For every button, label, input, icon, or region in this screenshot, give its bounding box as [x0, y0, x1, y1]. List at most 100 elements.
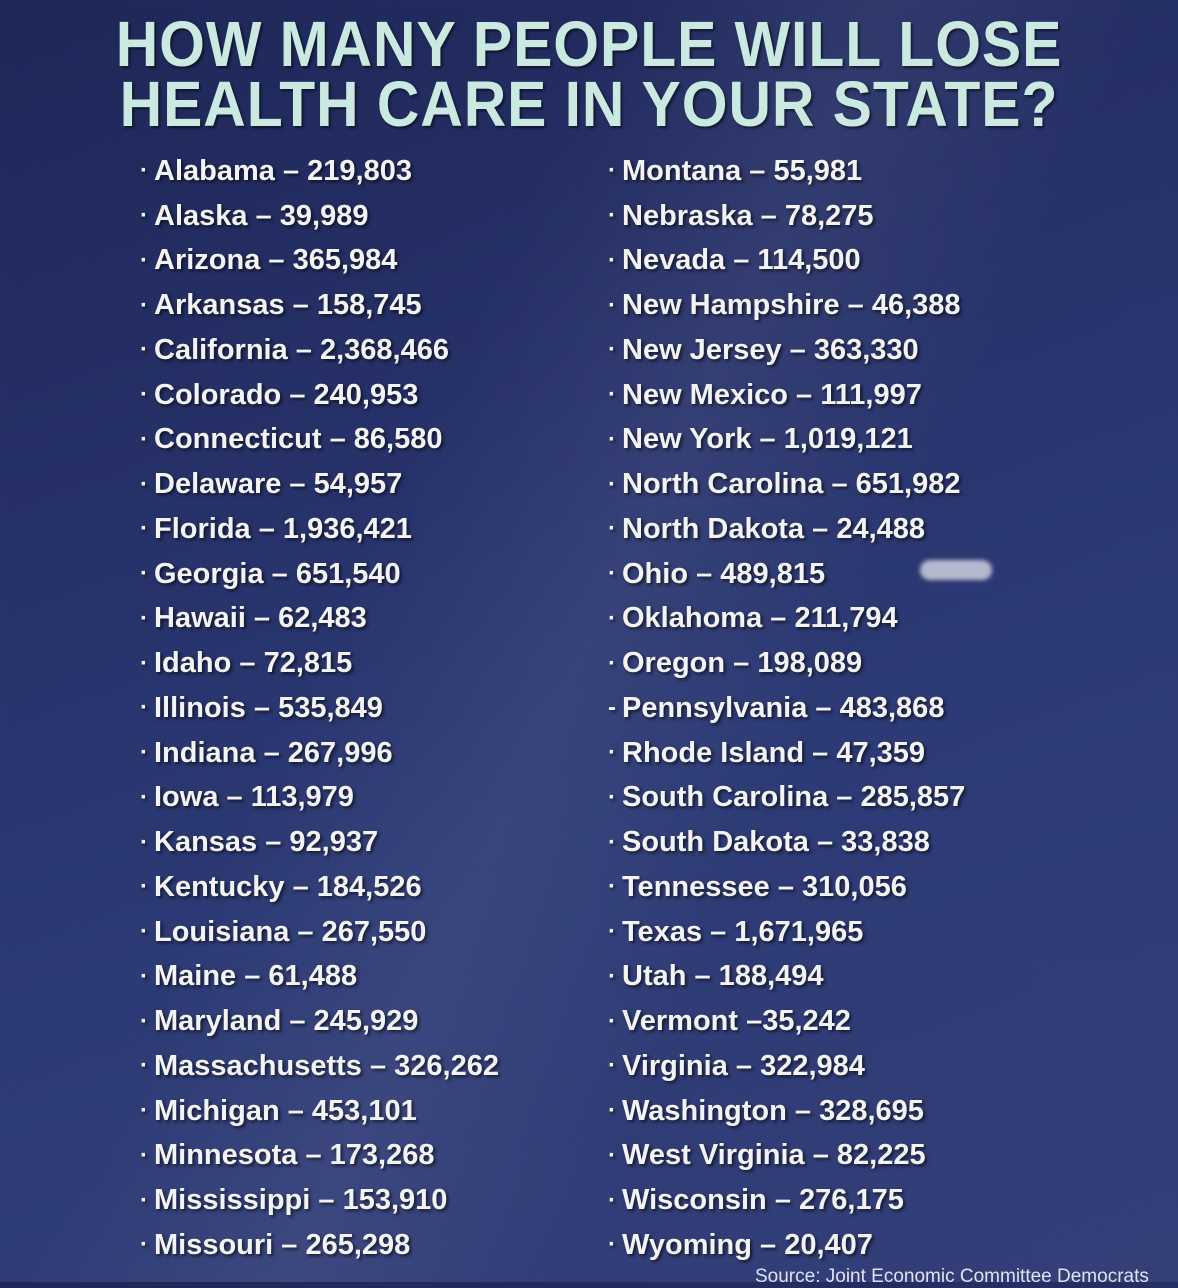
bullet-mark: · [140, 962, 148, 990]
list-item: · Colorado – 240,953 [140, 373, 499, 418]
bullet-mark: · [608, 1186, 616, 1214]
state-entry: New York – 1,019,121 [622, 423, 913, 456]
bullet-mark: · [608, 604, 616, 632]
list-item: · Alaska – 39,989 [140, 194, 499, 239]
bullet-mark: · [140, 381, 148, 409]
state-entry: Indiana – 267,996 [154, 736, 393, 769]
list-item: · South Dakota – 33,838 [608, 820, 965, 865]
bullet-mark: · [140, 1097, 148, 1125]
state-entry: Pennsylvania – 483,868 [622, 691, 945, 724]
list-item: · Minnesota – 173,268 [140, 1134, 499, 1179]
bullet-mark: · [140, 604, 148, 632]
state-entry: Kentucky – 184,526 [154, 870, 422, 903]
state-entry: Arizona – 365,984 [154, 244, 398, 277]
bullet-mark: · [608, 425, 616, 453]
bullet-mark: · [140, 246, 148, 274]
bullet-mark: · [608, 1231, 616, 1259]
state-entry: Delaware – 54,957 [154, 468, 403, 501]
list-item: · Tennessee – 310,056 [608, 865, 965, 910]
list-item: · Arizona – 365,984 [140, 239, 499, 284]
state-entry: Minnesota – 173,268 [154, 1139, 435, 1172]
state-entry: Rhode Island – 47,359 [622, 736, 926, 769]
bullet-mark: · [608, 246, 616, 274]
bullet-mark: · [140, 739, 148, 767]
bullet-mark: · [140, 157, 148, 185]
state-entry: Connecticut – 86,580 [154, 423, 443, 456]
list-item: · Montana – 55,981 [608, 149, 965, 194]
state-entry: Illinois – 535,849 [154, 691, 383, 724]
list-item: · Wisconsin – 276,175 [608, 1178, 965, 1223]
bullet-mark: · [608, 873, 616, 901]
list-item: · Florida – 1,936,421 [140, 507, 499, 552]
state-entry: Iowa – 113,979 [154, 781, 354, 814]
state-entry: Alaska – 39,989 [154, 199, 369, 232]
state-entry: Wyoming – 20,407 [622, 1228, 873, 1261]
state-entry: Alabama – 219,803 [154, 154, 412, 187]
title-line-2: HEALTH CARE IN YOUR STATE? [119, 68, 1059, 140]
state-entry: South Carolina – 285,857 [622, 781, 966, 814]
bullet-mark: · [140, 470, 148, 498]
source-note: Source: Joint Economic Committee Democra… [755, 1266, 1149, 1287]
list-item: · Iowa – 113,979 [140, 776, 499, 821]
right-state-list: · Montana – 55,981 · Nebraska – 78,275 · Neva… [608, 149, 965, 1268]
state-entry: Idaho – 72,815 [154, 647, 353, 680]
bullet-mark: · [140, 918, 148, 946]
list-item: · Mississippi – 153,910 [140, 1178, 499, 1223]
state-entry: Washington – 328,695 [622, 1094, 924, 1127]
bullet-mark: · [140, 783, 148, 811]
list-item: · Wyoming – 20,407 [608, 1223, 965, 1268]
bullet-mark: · [608, 515, 616, 543]
bullet-mark: · [140, 873, 148, 901]
list-item: · Oklahoma – 211,794 [608, 597, 965, 642]
bullet-mark: · [140, 202, 148, 230]
bullet-mark: · [608, 783, 616, 811]
state-entry: Montana – 55,981 [622, 154, 863, 187]
list-item: · Georgia – 651,540 [140, 552, 499, 597]
bullet-mark: · [608, 1052, 616, 1080]
list-item: · Illinois – 535,849 [140, 686, 499, 731]
blurred-smudge [920, 560, 992, 580]
list-item: · Connecticut – 86,580 [140, 418, 499, 463]
state-entry: South Dakota – 33,838 [622, 826, 930, 859]
state-entry: Tennessee – 310,056 [622, 870, 907, 903]
state-entry: Nebraska – 78,275 [622, 199, 874, 232]
bullet-mark: · [608, 336, 616, 364]
bullet-mark: · [140, 336, 148, 364]
list-item: - Pennsylvania – 483,868 [608, 686, 965, 731]
bullet-mark: · [140, 1186, 148, 1214]
bullet-mark: - [608, 694, 616, 722]
list-item: · Hawaii – 62,483 [140, 597, 499, 642]
list-item: · New Hampshire – 46,388 [608, 283, 965, 328]
state-entry: Texas – 1,671,965 [622, 915, 864, 948]
state-entry: Utah – 188,494 [622, 960, 824, 993]
bullet-mark: · [140, 1007, 148, 1035]
bullet-mark: · [608, 202, 616, 230]
list-item: · West Virginia – 82,225 [608, 1134, 965, 1179]
list-item: · Utah – 188,494 [608, 955, 965, 1000]
bullet-mark: · [608, 918, 616, 946]
state-entry: Florida – 1,936,421 [154, 512, 412, 545]
state-entry: Michigan – 453,101 [154, 1094, 417, 1127]
bullet-mark: · [140, 1231, 148, 1259]
bullet-mark: · [140, 1141, 148, 1169]
state-entry: Wisconsin – 276,175 [622, 1184, 904, 1217]
list-item: · Kentucky – 184,526 [140, 865, 499, 910]
bullet-mark: · [608, 962, 616, 990]
state-entry: Georgia – 651,540 [154, 557, 401, 590]
state-entry: Hawaii – 62,483 [154, 602, 367, 635]
bullet-mark: · [140, 425, 148, 453]
list-item: · Kansas – 92,937 [140, 820, 499, 865]
bullet-mark: · [608, 828, 616, 856]
list-item: · New York – 1,019,121 [608, 418, 965, 463]
state-entry: Kansas – 92,937 [154, 826, 379, 859]
bullet-mark: · [140, 560, 148, 588]
bullet-mark: · [608, 739, 616, 767]
list-item: · Michigan – 453,101 [140, 1089, 499, 1134]
bullet-mark: · [608, 1007, 616, 1035]
list-item: · Maine – 61,488 [140, 955, 499, 1000]
list-item: · Vermont –35,242 [608, 999, 965, 1044]
state-entry: Nevada – 114,500 [622, 244, 861, 277]
left-state-list: · Alabama – 219,803 · Alaska – 39,989 · Arizo… [140, 149, 499, 1268]
bullet-mark: · [140, 649, 148, 677]
list-item: · Nebraska – 78,275 [608, 194, 965, 239]
